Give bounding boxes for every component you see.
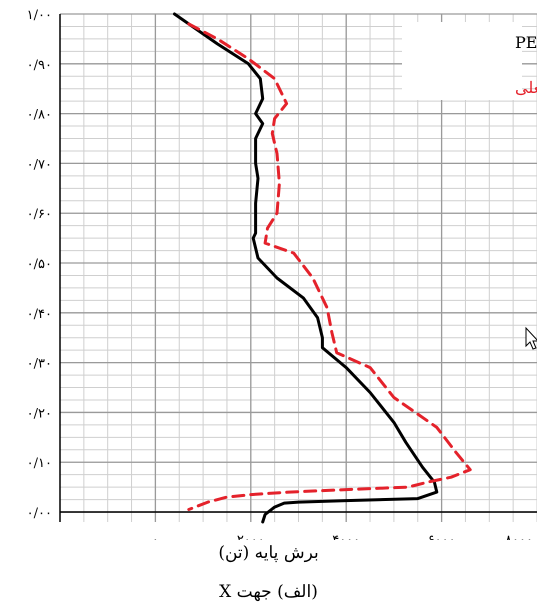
y-tick-label: ۰/۲۰ — [27, 406, 52, 421]
series-line-1 — [187, 22, 472, 511]
legend-box — [402, 22, 522, 100]
y-tick-label: ۰/۳۰ — [27, 357, 52, 372]
y-tick-label: ۰/۵۰ — [27, 257, 52, 272]
x-tick-label: ۴۰۰۰ — [332, 533, 360, 540]
x-tick-label: ۶۰۰۰ — [428, 533, 456, 540]
legend-label-current-model: مدل فعلی — [515, 78, 537, 97]
tick-labels: ۱/۰۰ ۰/۹۰ ۰/۸۰ ۰/۷۰ ۰/۶۰ ۰/۵۰ ۰/۴۰ ۰/۳۰ ۰/۲۰ ۰/۱۰… — [27, 8, 533, 540]
x-tick-label: ۰ — [152, 533, 159, 540]
series-lines — [173, 12, 472, 524]
cursor-icon — [525, 326, 537, 350]
y-tick-label: ۰/۱۰ — [27, 456, 52, 471]
figure-caption: (الف) جهت X — [219, 582, 318, 602]
y-tick-label: ۰/۸۰ — [27, 108, 52, 123]
major-grid — [60, 13, 537, 522]
y-tick-label: ۰/۴۰ — [27, 307, 52, 322]
y-tick-label: ۰/۷۰ — [27, 157, 52, 172]
x-tick-label: ۸۰۰۰ — [505, 533, 533, 540]
axes — [59, 14, 537, 522]
y-tick-label: ۰/۹۰ — [27, 58, 52, 73]
y-tick-label: ۰/۶۰ — [27, 207, 52, 222]
x-axis-label: برش پایه (تن) — [218, 543, 319, 563]
series-line-0 — [173, 12, 439, 524]
legend: گزارش PEER مدل فعلی — [402, 22, 537, 100]
y-tick-label: ۰/۰۰ — [27, 506, 52, 521]
chart: ۱/۰۰ ۰/۹۰ ۰/۸۰ ۰/۷۰ ۰/۶۰ ۰/۵۰ ۰/۴۰ ۰/۳۰ ۰/۲۰ ۰/۱۰… — [27, 8, 537, 540]
x-tick-label: ۲۰۰۰ — [237, 533, 265, 540]
legend-label-peer: گزارش PEER — [515, 33, 537, 52]
y-tick-label: ۱/۰۰ — [27, 8, 52, 23]
